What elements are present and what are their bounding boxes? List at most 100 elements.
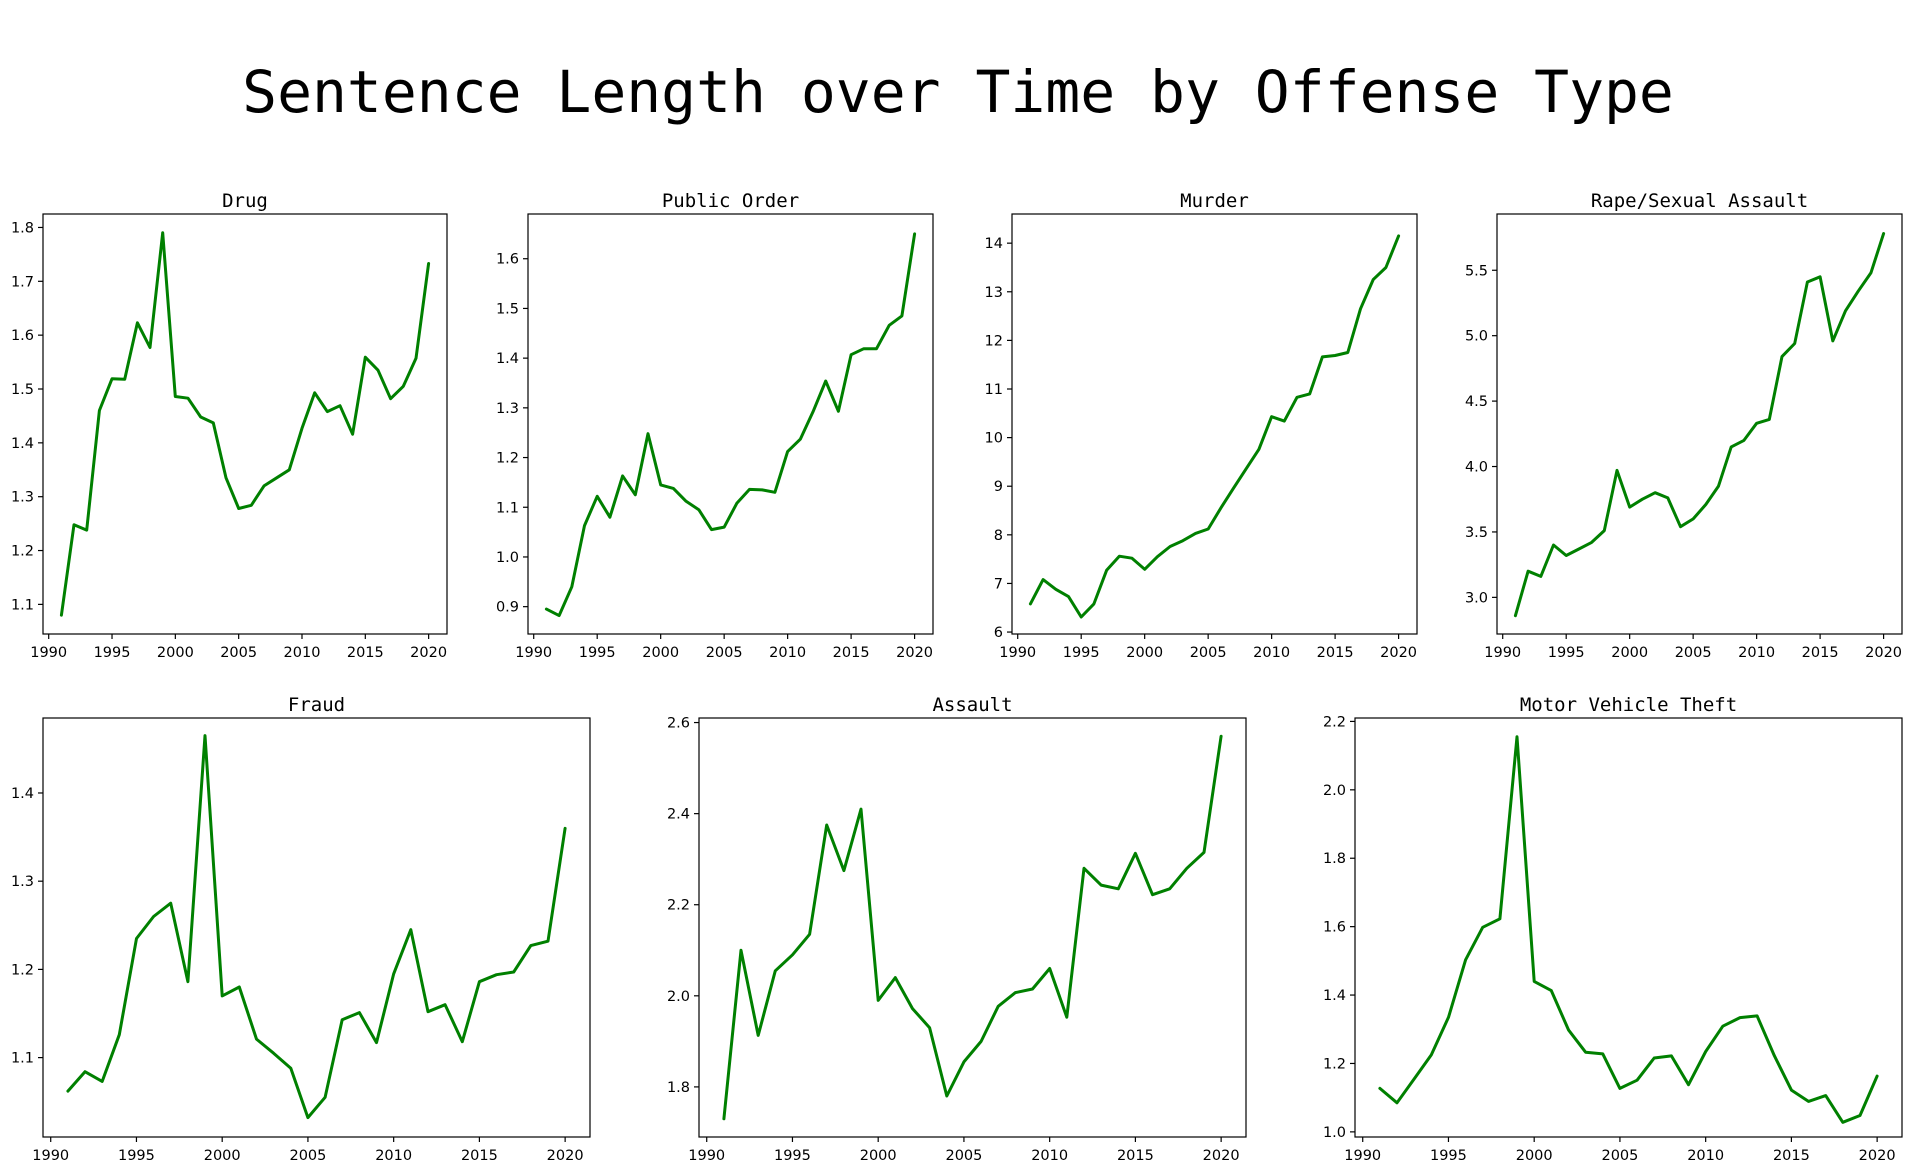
x-tick-label: 2020 xyxy=(1380,645,1417,661)
y-tick-label: 13 xyxy=(985,285,1003,301)
data-point xyxy=(1232,487,1235,490)
subplot-title: Rape/Sexual Assault xyxy=(1591,190,1808,212)
y-tick-label: 1.0 xyxy=(1323,1125,1346,1141)
data-point xyxy=(875,347,878,350)
x-tick-label: 1995 xyxy=(579,645,616,661)
series-line-murder xyxy=(1028,234,1401,619)
data-point xyxy=(1481,926,1484,929)
y-tick-label: 1.4 xyxy=(11,786,34,802)
data-point xyxy=(85,529,88,532)
data-point xyxy=(1730,445,1733,448)
data-point xyxy=(1679,525,1682,528)
data-point xyxy=(1590,541,1593,544)
y-tick-label: 4.0 xyxy=(1465,460,1488,476)
data-point xyxy=(1628,506,1631,509)
y-tick-label: 6 xyxy=(994,625,1003,641)
y-tick-label: 1.2 xyxy=(496,451,519,467)
subplot-fraud: Fraud 1990 1995 2000 2005 2010 2015 2020 1.1 1.2 1… xyxy=(11,694,591,1164)
data-point xyxy=(1117,887,1120,890)
data-point xyxy=(1067,595,1070,598)
x-tick-label: 2000 xyxy=(860,1148,897,1164)
x-tick-label: 2015 xyxy=(1117,1148,1154,1164)
series-line-motor-vehicle-theft xyxy=(1378,735,1879,1124)
data-point xyxy=(237,507,240,510)
x-tick-label: 2000 xyxy=(204,1148,241,1164)
x-tick-label: 2010 xyxy=(769,645,806,661)
data-point xyxy=(1169,545,1172,548)
data-point xyxy=(199,416,202,419)
x-tick-label: 2020 xyxy=(410,645,447,661)
data-point xyxy=(1824,1094,1827,1097)
y-tick-label: 8 xyxy=(994,528,1003,544)
data-point xyxy=(60,614,63,617)
data-point xyxy=(862,347,865,350)
data-point xyxy=(1156,555,1159,558)
x-tick-label: 2020 xyxy=(896,645,933,661)
data-point xyxy=(339,404,342,407)
y-tick-label: 0.9 xyxy=(496,600,519,616)
data-point xyxy=(1577,548,1580,551)
y-tick-label: 1.2 xyxy=(11,544,34,560)
x-tick-label: 2010 xyxy=(375,1148,412,1164)
data-point xyxy=(1831,339,1834,342)
data-point xyxy=(1618,1087,1621,1090)
data-point xyxy=(911,1007,914,1010)
data-point xyxy=(1739,1016,1742,1019)
data-point xyxy=(1105,569,1108,572)
data-point xyxy=(583,524,586,527)
data-point xyxy=(1048,967,1051,970)
x-tick-label: 1995 xyxy=(1430,1148,1467,1164)
x-tick-label: 2015 xyxy=(347,645,384,661)
data-point xyxy=(1092,602,1095,605)
axes-frame xyxy=(1354,717,1903,1138)
data-point xyxy=(723,526,726,529)
data-point xyxy=(570,585,573,588)
data-point xyxy=(1321,355,1324,358)
data-point xyxy=(634,493,637,496)
x-tick-label: 1995 xyxy=(1548,645,1585,661)
data-point xyxy=(1636,1079,1639,1082)
y-tick-label: 1.2 xyxy=(1323,1056,1346,1072)
x-tick-label: 2010 xyxy=(1738,645,1775,661)
data-point xyxy=(894,976,897,979)
data-point xyxy=(860,808,863,811)
x-tick-label: 2020 xyxy=(1859,1148,1896,1164)
data-point xyxy=(774,969,777,972)
x-tick-label: 1990 xyxy=(515,645,552,661)
data-point xyxy=(1666,496,1669,499)
data-point xyxy=(1687,1083,1690,1086)
data-point xyxy=(272,1052,275,1055)
data-point xyxy=(1378,1087,1381,1090)
data-point xyxy=(174,395,177,398)
y-tick-label: 1.5 xyxy=(496,301,519,317)
series-line-drug xyxy=(59,231,431,617)
data-point xyxy=(1641,498,1644,501)
subplot-title: Assault xyxy=(932,694,1012,716)
data-point xyxy=(1447,1016,1450,1019)
data-point xyxy=(1151,893,1154,896)
data-point xyxy=(1134,852,1137,855)
y-tick-label: 1.3 xyxy=(11,874,34,890)
data-point xyxy=(402,385,405,388)
x-tick-label: 2015 xyxy=(1802,645,1839,661)
subplot-title: Murder xyxy=(1180,190,1249,212)
x-tick-label: 1990 xyxy=(1484,645,1521,661)
data-point xyxy=(1616,469,1619,472)
data-point xyxy=(478,980,481,983)
data-point xyxy=(152,915,155,918)
y-tick-label: 11 xyxy=(985,382,1003,398)
data-point xyxy=(1533,980,1536,983)
data-point xyxy=(1841,1121,1844,1124)
data-point xyxy=(444,1003,447,1006)
data-point xyxy=(415,357,418,360)
data-point xyxy=(877,999,880,1002)
axes-frame xyxy=(527,213,934,635)
data-point xyxy=(409,928,412,931)
data-point xyxy=(1283,420,1286,423)
data-point xyxy=(735,502,738,505)
data-point xyxy=(837,410,840,413)
y-tick-label: 2.0 xyxy=(1323,783,1346,799)
y-tick-label: 1.8 xyxy=(11,220,34,236)
data-point xyxy=(1270,415,1273,418)
x-tick-label: 2015 xyxy=(833,645,870,661)
